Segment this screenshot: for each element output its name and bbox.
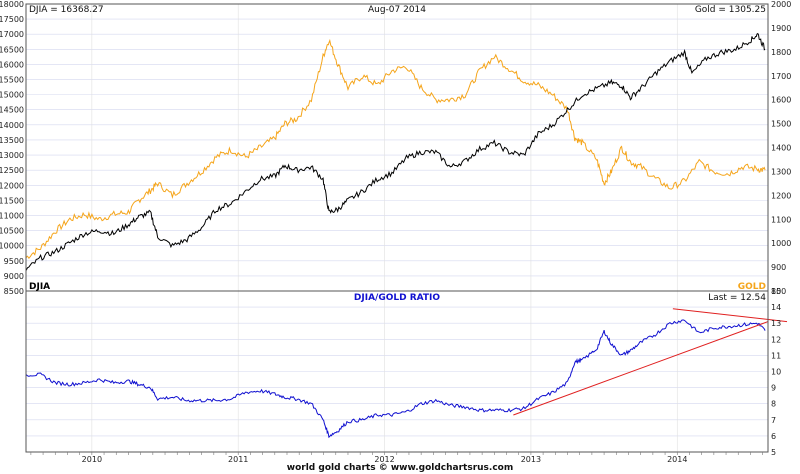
djia-tick-label: 8500 (4, 287, 24, 296)
gold-axis-ticks: 800 900 1000 1100 1200 1300 1400 1500 1600 1700 18… (771, 0, 791, 296)
djia-axis-ticks: 8500 9000 9500 10000 10500 11000 11500 12000 125… (0, 0, 24, 296)
djia-tick-label: 12500 (0, 166, 24, 175)
gold-tick-label: 2000 (771, 0, 791, 9)
gold-series-line (25, 38, 766, 260)
gold-tick-label: 1300 (771, 167, 791, 176)
djia-tick-label: 16500 (0, 45, 24, 54)
djia-tick-label: 13500 (0, 136, 24, 145)
djia-value-header: DJIA = 16368.27 (29, 5, 104, 15)
ratio-axis-ticks: 5 6 7 8 9 10 11 12 13 14 15 (771, 287, 781, 457)
ratio-tick-label: 15 (771, 287, 781, 296)
djia-tick-label: 13000 (0, 151, 24, 160)
djia-tick-label: 18000 (0, 0, 24, 9)
ratio-tick-label: 12 (771, 335, 781, 344)
ratio-last-label: Last = 12.54 (708, 293, 766, 303)
djia-tick-label: 17500 (0, 15, 24, 24)
ratio-tick-label: 10 (771, 368, 781, 377)
year-axis-ticks: 2010 2011 2012 2013 2014 (30, 452, 763, 464)
gold-tick-label: 1600 (771, 96, 791, 105)
djia-tick-label: 11000 (0, 211, 24, 220)
djia-tick-label: 14000 (0, 121, 24, 130)
gold-tick-label: 1700 (771, 72, 791, 81)
ratio-tick-label: 13 (771, 319, 781, 328)
gold-tick-label: 1000 (771, 239, 791, 248)
djia-tick-label: 15000 (0, 91, 24, 100)
gold-tick-label: 1900 (771, 24, 791, 33)
ratio-tick-label: 6 (771, 432, 776, 441)
year-tick-label: 2010 (82, 455, 102, 464)
year-tick-label: 2014 (667, 455, 687, 464)
gold-tick-label: 1100 (771, 215, 791, 224)
top-grid (26, 18, 768, 277)
ratio-grid (26, 306, 768, 437)
ratio-title: DJIA/GOLD RATIO (354, 293, 440, 303)
djia-tick-label: 14500 (0, 106, 24, 115)
gold-tick-label: 1500 (771, 120, 791, 129)
series-layer (25, 32, 788, 439)
year-tick-label: 2012 (374, 455, 394, 464)
year-tick-label: 2011 (228, 455, 248, 464)
gold-tick-label: 900 (771, 263, 786, 272)
gold-tick-label: 1200 (771, 191, 791, 200)
djia-tick-label: 9500 (4, 257, 24, 266)
gold-value-header: Gold = 1305.25 (695, 5, 766, 15)
year-tick-label: 2013 (521, 455, 541, 464)
gold-tick-label: 1800 (771, 48, 791, 57)
djia-axis-label: DJIA (29, 282, 50, 292)
djia-series-line (25, 32, 766, 271)
djia-tick-label: 11500 (0, 196, 24, 205)
gold-tick-label: 800 (771, 287, 786, 296)
djia-tick-label: 10000 (0, 242, 24, 251)
djia-tick-label: 12000 (0, 181, 24, 190)
gold-tick-label: 1400 (771, 144, 791, 153)
djia-tick-label: 10500 (0, 227, 24, 236)
ratio-tick-label: 9 (771, 384, 776, 393)
footer-credit: world gold charts © www.goldchartsrus.co… (287, 463, 513, 473)
djia-tick-label: 15500 (0, 76, 24, 85)
gold-axis-label: GOLD (738, 282, 766, 292)
year-grid (91, 4, 678, 452)
date-header: Aug-07 2014 (368, 5, 426, 15)
ratio-trendline-1 (513, 321, 769, 416)
djia-tick-label: 17000 (0, 30, 24, 39)
ratio-tick-label: 11 (771, 351, 781, 360)
ratio-tick-label: 8 (771, 400, 776, 409)
ratio-series-line (25, 319, 766, 439)
ratio-tick-label: 14 (771, 303, 781, 312)
ratio-tick-label: 5 (771, 448, 776, 457)
ratio-tick-label: 7 (771, 416, 776, 425)
djia-tick-label: 16000 (0, 60, 24, 69)
djia-tick-label: 9000 (4, 272, 24, 281)
